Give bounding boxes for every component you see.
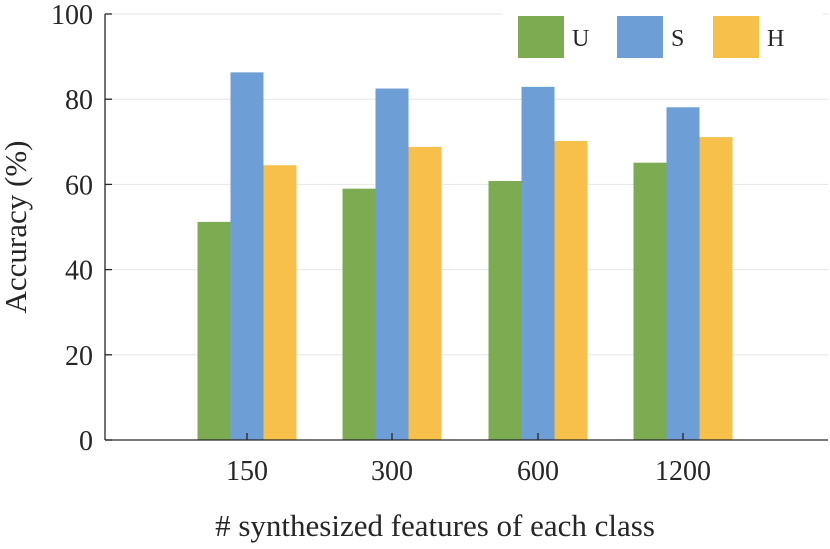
bar-u-1200 bbox=[633, 162, 667, 440]
bar-h-300 bbox=[408, 146, 442, 441]
axes bbox=[104, 13, 828, 441]
bar-u-300 bbox=[342, 188, 376, 440]
bars bbox=[197, 72, 733, 441]
x-tick-label: 300 bbox=[371, 456, 413, 487]
legend-label-u: U bbox=[572, 26, 589, 52]
y-tick-label: 0 bbox=[79, 426, 93, 457]
y-tick-label: 80 bbox=[65, 85, 93, 116]
y-tick-label: 20 bbox=[65, 341, 93, 372]
bar-s-300 bbox=[375, 88, 409, 441]
x-tick-label: 150 bbox=[226, 456, 268, 487]
y-tick-label: 60 bbox=[65, 170, 93, 201]
y-tick-label: 100 bbox=[51, 0, 93, 31]
legend-swatch-h bbox=[713, 16, 759, 58]
legend-label-h: H bbox=[767, 26, 784, 52]
bar-s-600 bbox=[521, 86, 555, 440]
y-axis-title: Accuracy (%) bbox=[0, 141, 33, 314]
bar-h-1200 bbox=[699, 137, 733, 440]
y-tick-labels: 0 20 40 60 80 100 bbox=[51, 0, 93, 457]
bar-s-150 bbox=[230, 72, 264, 440]
legend-label-s: S bbox=[671, 26, 684, 52]
x-tick-label: 1200 bbox=[655, 456, 711, 487]
bar-u-150 bbox=[197, 221, 231, 440]
bar-u-600 bbox=[488, 180, 522, 440]
bar-h-600 bbox=[554, 140, 588, 440]
bar-h-150 bbox=[263, 165, 297, 441]
legend-swatch-s bbox=[617, 16, 663, 58]
x-tick-labels: 150 300 600 1200 bbox=[226, 456, 711, 487]
legend-swatch-u bbox=[518, 16, 564, 58]
x-tick-label: 600 bbox=[517, 456, 559, 487]
x-axis-title: # synthesized features of each class bbox=[215, 508, 655, 543]
y-tick-label: 40 bbox=[65, 256, 93, 287]
bar-s-1200 bbox=[666, 107, 700, 440]
